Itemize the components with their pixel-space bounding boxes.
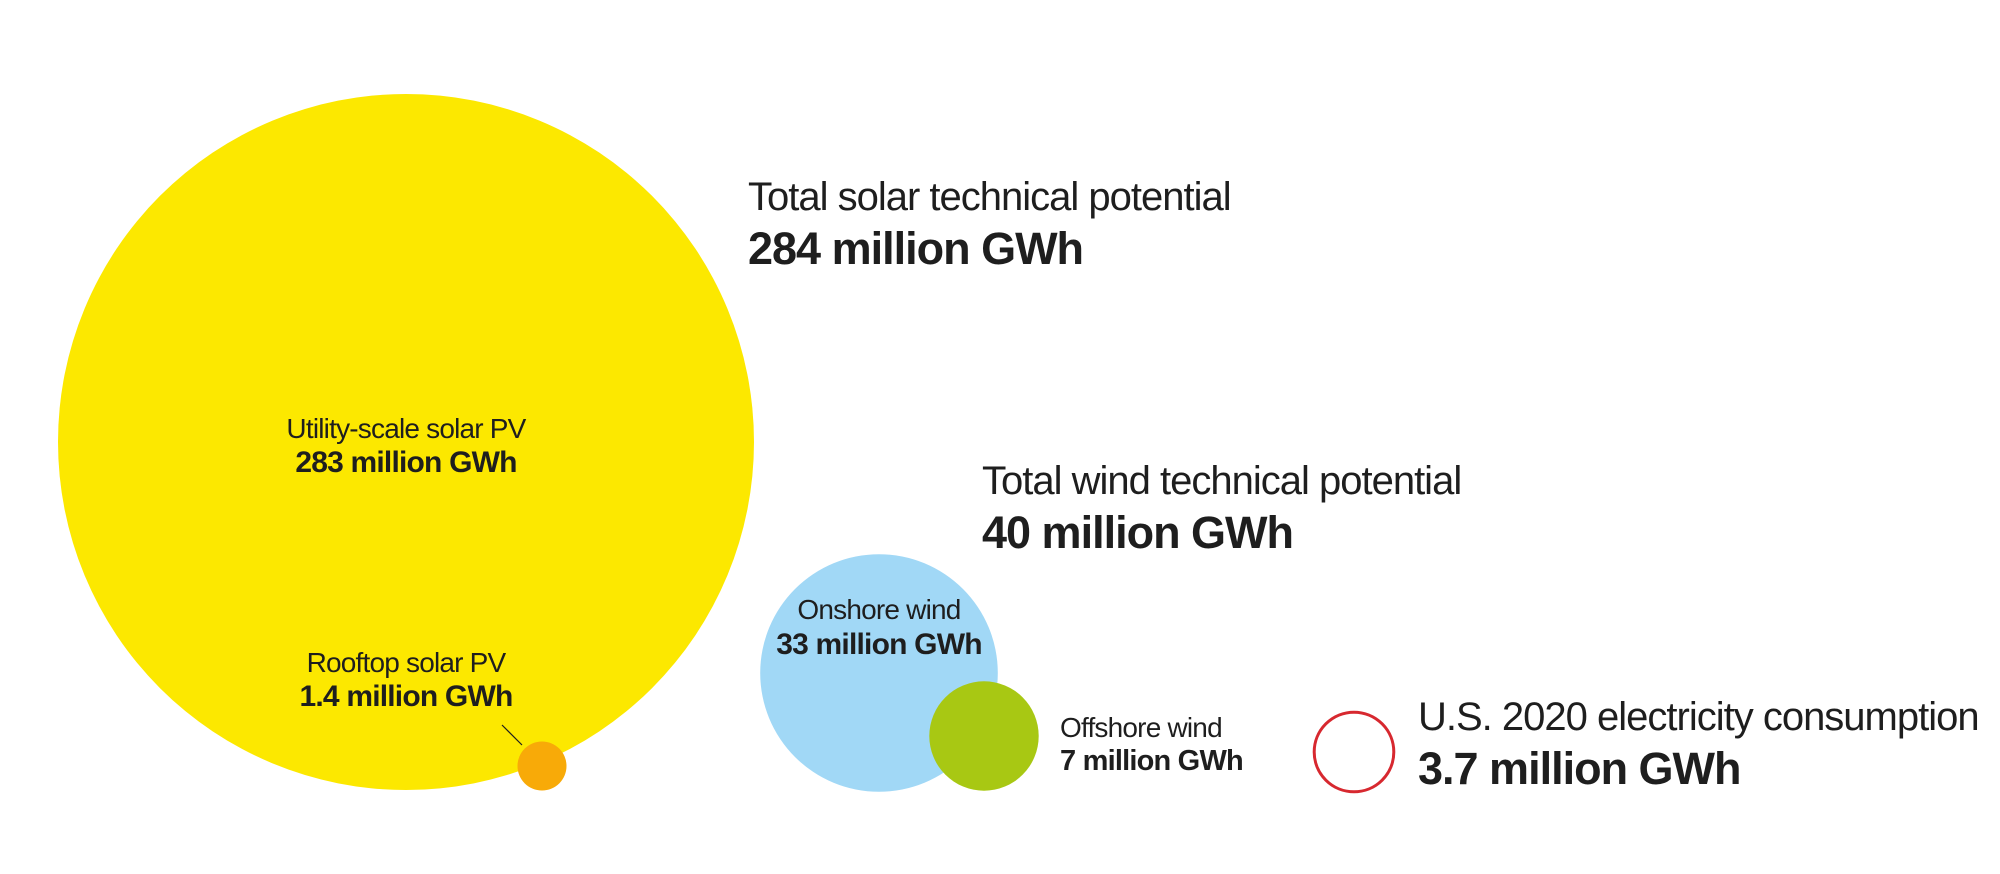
utility-solar-label: Utility-scale solar PV 283 million GWh [286,413,527,479]
offshore-wind-label: Offshore wind 7 million GWh [1060,712,1244,777]
utility-solar-value: 283 million GWh [295,446,516,479]
rooftop-solar-circle [517,741,567,791]
total-wind-title: Total wind technical potential [982,459,1461,503]
total-wind-value: 40 million GWh [982,507,1293,558]
total-wind-label: Total wind technical potential 40 millio… [982,459,1462,558]
onshore-wind-label: Onshore wind 33 million GWh [776,594,982,661]
offshore-wind-circle [929,681,1039,791]
utility-scale-solar-circle [58,94,754,790]
total-solar-title: Total solar technical potential [748,175,1231,219]
onshore-wind-title: Onshore wind [797,594,960,625]
offshore-wind-value: 7 million GWh [1060,745,1243,777]
utility-solar-title: Utility-scale solar PV [286,413,526,444]
total-solar-label: Total solar technical potential 284 mill… [748,175,1232,274]
us-consumption-circle [1312,710,1396,794]
onshore-wind-value: 33 million GWh [776,628,981,661]
total-solar-value: 284 million GWh [748,223,1083,274]
us-consumption-value: 3.7 million GWh [1418,743,1741,794]
rooftop-leader-line [501,724,523,746]
offshore-wind-title: Offshore wind [1060,712,1222,743]
us-consumption-label: U.S. 2020 electricity consumption 3.7 mi… [1418,695,1980,794]
rooftop-solar-label: Rooftop solar PV 1.4 million GWh [299,647,513,713]
rooftop-solar-value: 1.4 million GWh [299,680,512,713]
us-consumption-title: U.S. 2020 electricity consumption [1418,695,1979,739]
rooftop-solar-title: Rooftop solar PV [307,647,507,678]
